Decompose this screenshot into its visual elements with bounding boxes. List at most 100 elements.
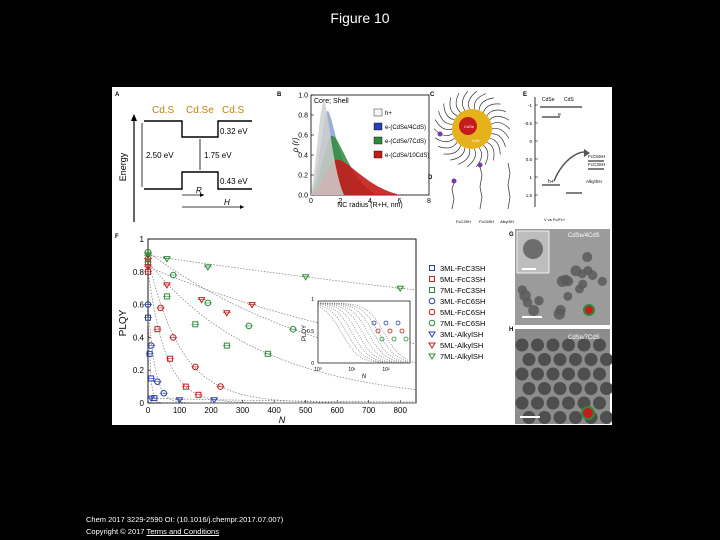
panel-e-letter: E [523, 92, 527, 98]
panel-f-xtick: 300 [236, 406, 250, 415]
inset-point [375, 328, 381, 334]
ligand-chain [434, 119, 453, 130]
fit-curve-3ML-AlkylSH [147, 397, 416, 403]
density-hole [311, 101, 344, 195]
ligand-chain [443, 145, 461, 155]
nanocrystal [546, 338, 560, 352]
panel-h-letter: H [509, 327, 513, 333]
nanocrystal [553, 308, 566, 320]
ferrocene-marker [437, 131, 443, 137]
figure-image: A Cd.S Cd.Se Cd.S Energy 0.32 eV 2.50 eV… [112, 87, 612, 425]
panel-e-right-2: AlkylSH [586, 179, 602, 184]
panel-f-xtick: 500 [299, 406, 313, 415]
nanocrystal [584, 382, 598, 395]
ligand-chain [433, 128, 453, 136]
panel-e: E -1 -0.5 0 0.5 1 1.5 CdSe CdS e h+ FcC6SH Fc… [523, 92, 605, 222]
ligand-chain [450, 147, 466, 161]
panel-c: C CdSe CdS [430, 91, 511, 167]
panel-b-xtick: 6 [398, 198, 402, 205]
nanocrystal [519, 289, 531, 302]
panel-a-label-cds-right: Cd.S [222, 105, 245, 116]
ligand-chain [438, 110, 453, 125]
panel-c-shell-label: CdS [472, 138, 480, 143]
ligand-shell [433, 91, 511, 167]
nanocrystal [553, 411, 567, 424]
ligand-chain [486, 109, 506, 116]
panel-c-core-label: CdSe [464, 124, 475, 129]
ligand-chain [462, 91, 469, 111]
legend-label-7ML-FcC6SH: 7ML-FcC6SH [440, 319, 485, 328]
ligand-chain [483, 145, 489, 165]
panel-b-legend-swatch [373, 136, 383, 145]
nanocrystal [562, 338, 575, 352]
panel-a-e-top: 0.32 eV [220, 127, 248, 136]
nanocrystal [538, 382, 551, 395]
panel-a-e-bot: 0.43 eV [220, 177, 248, 186]
panel-f-xtick: 0 [146, 406, 151, 415]
nanocrystal [531, 338, 544, 352]
panel-f-xtick: 600 [330, 406, 344, 415]
panel-b-ytick: 0.0 [298, 193, 308, 200]
point-7ML-AlkylSH [163, 256, 171, 263]
inset-ytick-2: 0 [311, 361, 314, 367]
nanocrystal [553, 353, 567, 366]
panel-g-letter: G [509, 232, 514, 238]
nanocrystal [577, 338, 591, 352]
point-5ML-AlkylSH [144, 264, 152, 271]
nanocrystal [593, 338, 606, 352]
nanocrystal [546, 367, 560, 381]
panel-a-e-mid: 1.75 eV [204, 151, 232, 160]
nanocrystal [546, 396, 560, 410]
ligand-chain [489, 137, 501, 155]
terms-link[interactable]: Terms and Conditions [146, 527, 219, 536]
legend-marker-5ML-FcC6SH [428, 308, 436, 316]
ligand-chain [491, 133, 506, 148]
ligand-chain [491, 122, 511, 130]
nanocrystal [531, 367, 544, 381]
legend-marker-3ML-FcC3SH [429, 265, 435, 271]
panel-a-letter: A [115, 92, 120, 98]
ligand-fcc6sh-fc [477, 162, 483, 168]
nanocrystal [597, 276, 607, 287]
ligand-chain [455, 93, 461, 113]
hole-transfer-arrow [553, 151, 589, 182]
valence-band [144, 171, 252, 190]
panel-f-xlabel: N [279, 415, 286, 425]
panel-d-label-2: AlkylSH [500, 219, 514, 224]
panel-f-xtick: 400 [267, 406, 281, 415]
point-3ML-AlkylSH [175, 397, 184, 404]
panel-h-label: CdSe/7CdS [568, 335, 600, 341]
panel-b-legend-label: e-(CdSe/10CdS) [385, 153, 429, 159]
fit-curve-5ML-AlkylSH [147, 266, 417, 345]
legend-label-3ML-FcC3SH: 3ML-FcC3SH [440, 264, 485, 273]
panel-b-xtick: 0 [309, 198, 313, 205]
panel-b-legend-label: e-(CdSe/4CdS) [385, 125, 426, 131]
nanocrystal [569, 353, 582, 366]
nanocrystal [560, 274, 571, 285]
panel-b-legend: h+ e-(CdSe/4CdS) e-(CdSe/7CdS) e-(CdSe/10Cd… [373, 108, 429, 159]
panel-f-ytick: 0.6 [133, 301, 145, 310]
legend-marker-3ML-AlkylSH [428, 331, 436, 338]
panel-e-right-0: FcC6SH [588, 154, 605, 159]
nanocrystal [584, 353, 598, 366]
nanocrystal [538, 411, 551, 424]
panel-f-ytick: 0.4 [133, 333, 145, 342]
inset-ytick-0: 1 [311, 297, 314, 303]
inset-point [383, 320, 389, 326]
panel-e-e: e [558, 112, 561, 118]
nanocrystal [577, 269, 587, 279]
ligand-chain [473, 93, 486, 110]
panel-e-ytick: 1.5 [526, 193, 533, 198]
point-5ML-AlkylSH [222, 310, 231, 317]
panel-b-ytick: 1.0 [298, 93, 308, 100]
nanocrystal [528, 304, 540, 316]
panel-d: D FcC3SH FcC6SH AlkylSH [428, 162, 514, 224]
panel-g: G CdSe/4CdS [509, 229, 610, 325]
panel-a-h: H [224, 198, 230, 207]
point-3ML-AlkylSH [147, 395, 156, 403]
panel-e-ytick: -1 [528, 103, 532, 108]
panel-b: B 1.0 0.8 0.6 0.4 0.2 0.00 2 4 6 8 Core; Shell ρ … [277, 92, 431, 209]
inset-point [395, 320, 401, 326]
panel-f-xtick: 800 [394, 406, 408, 415]
ligand-chain [438, 142, 458, 149]
